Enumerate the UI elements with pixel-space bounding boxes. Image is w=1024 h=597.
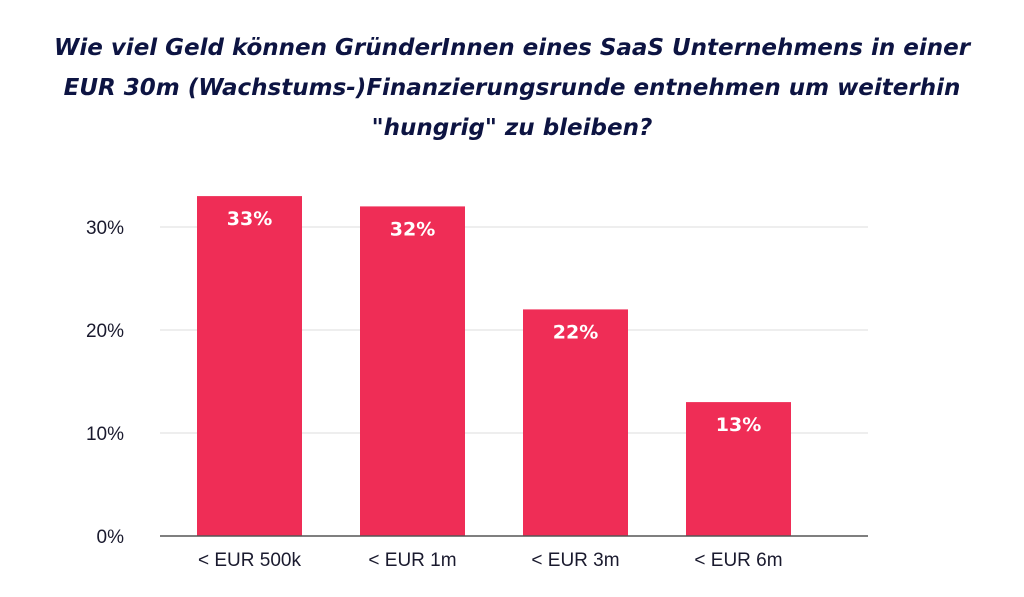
x-tick-label: < EUR 500k	[198, 550, 301, 571]
data-label: 33%	[227, 208, 272, 230]
data-label: 13%	[716, 414, 761, 436]
bar	[523, 309, 628, 536]
y-tick-label: 0%	[97, 527, 125, 548]
data-label: 32%	[390, 218, 435, 240]
y-tick-label: 30%	[86, 218, 124, 239]
chart-title: Wie viel Geld können GründerInnen eines …	[53, 35, 971, 141]
data-label: 22%	[553, 321, 598, 343]
bar	[197, 196, 302, 536]
x-tick-label: < EUR 1m	[368, 550, 456, 571]
bar	[360, 206, 465, 536]
x-tick-label: < EUR 3m	[531, 550, 619, 571]
y-tick-label: 20%	[86, 321, 124, 342]
bar	[686, 402, 791, 536]
x-tick-label: < EUR 6m	[694, 550, 782, 571]
y-tick-label: 10%	[86, 424, 124, 445]
